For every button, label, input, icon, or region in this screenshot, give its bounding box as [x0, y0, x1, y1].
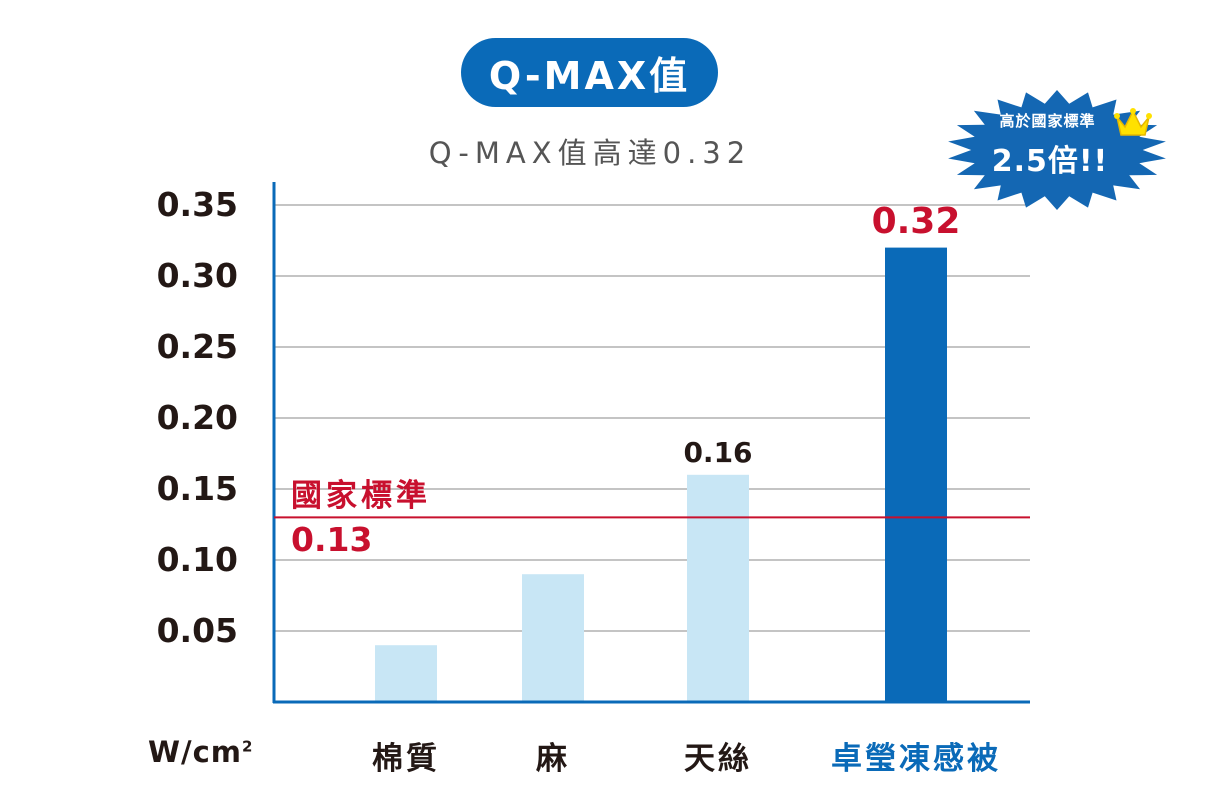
bar-3 — [885, 247, 947, 701]
x-tick-label: 麻 — [536, 741, 570, 777]
starburst-badge — [948, 90, 1166, 210]
x-tick-label: 棉質 — [372, 741, 440, 777]
standard-line-value: 0.13 — [291, 520, 373, 559]
standard-line-label: 國家標準 — [291, 478, 431, 514]
y-tick-label: 0.30 — [156, 256, 238, 295]
badge-text-line2: 2.5倍!! — [991, 144, 1109, 179]
x-tick-label: 天絲 — [684, 741, 752, 777]
y-tick-label: 0.05 — [156, 611, 238, 650]
y-axis-unit: W/cm2 — [148, 735, 254, 769]
y-tick-label: 0.20 — [156, 398, 238, 437]
y-tick-label: 0.25 — [156, 327, 238, 366]
y-tick-label: 0.15 — [156, 469, 238, 508]
badge-text-line1: 高於國家標準 — [999, 112, 1096, 130]
x-tick-label: 卓瑩凍感被 — [831, 741, 1001, 777]
y-tick-label: 0.35 — [156, 185, 238, 224]
crown-icon — [1114, 108, 1152, 136]
y-tick-label: 0.10 — [156, 540, 238, 579]
chart-title: Q-MAX值 — [488, 54, 691, 98]
bar-1 — [522, 574, 584, 701]
chart-title-pill: Q-MAX值 — [461, 38, 718, 107]
bar-0 — [375, 645, 437, 701]
bar-2 — [687, 474, 749, 701]
data-label: 0.32 — [871, 200, 961, 242]
data-label: 0.16 — [683, 435, 753, 469]
chart-subtitle: Q-MAX值高達0.32 — [428, 136, 752, 170]
